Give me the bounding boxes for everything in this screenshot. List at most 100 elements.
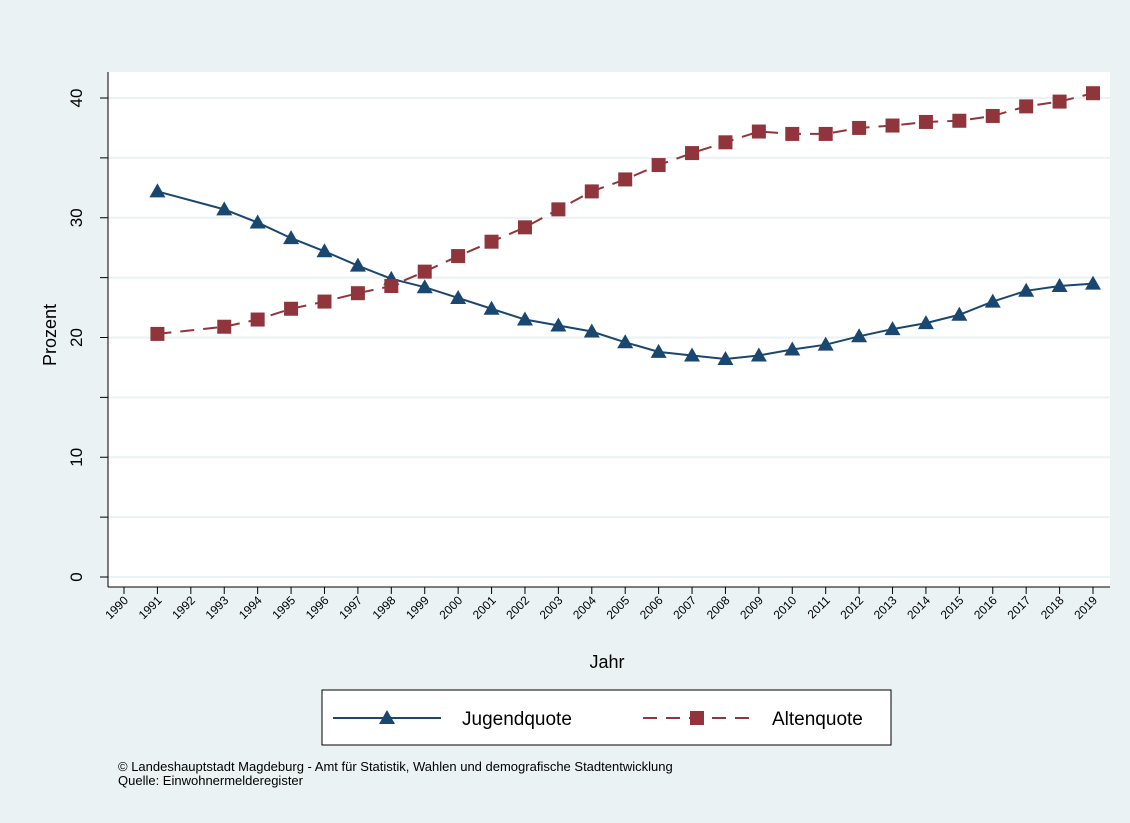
legend-marker-jugendquote [379, 710, 395, 724]
data-point-altenquote [250, 312, 265, 327]
data-point-jugendquote [717, 351, 734, 366]
x-tick-label: 2003 [537, 593, 566, 622]
x-tick-label: 1999 [403, 593, 432, 622]
x-tick-label: 1990 [102, 593, 131, 622]
x-tick-label: 2019 [1071, 593, 1100, 622]
data-point-jugendquote [483, 300, 500, 315]
data-point-jugendquote [149, 183, 166, 198]
y-tick-label: 20 [67, 328, 86, 347]
x-tick-label: 1994 [236, 593, 265, 622]
y-tick-label: 40 [67, 89, 86, 108]
x-tick-label: 2013 [871, 593, 900, 622]
data-point-altenquote [785, 126, 800, 141]
data-point-altenquote [852, 120, 867, 135]
data-point-altenquote [350, 286, 365, 301]
x-tick-label: 1998 [370, 593, 399, 622]
footer-copyright: © Landeshauptstadt Magdeburg - Amt für S… [118, 759, 673, 774]
legend-marker-altenquote [690, 711, 704, 725]
data-point-altenquote [150, 326, 165, 341]
x-tick-label: 2014 [904, 593, 933, 622]
data-point-jugendquote [1051, 278, 1068, 293]
x-tick-label: 2006 [637, 593, 666, 622]
x-axis-label: Jahr [589, 652, 624, 672]
data-point-altenquote [1019, 99, 1034, 114]
x-tick-label: 2011 [805, 593, 833, 621]
data-point-jugendquote [684, 347, 701, 362]
data-point-altenquote [284, 301, 299, 316]
data-point-jugendquote [951, 306, 968, 321]
data-point-altenquote [417, 264, 432, 279]
data-point-jugendquote [349, 257, 366, 272]
series-line-altenquote [157, 92, 1094, 335]
data-point-jugendquote [884, 321, 901, 336]
x-tick-label: 2004 [570, 593, 599, 622]
data-point-jugendquote [817, 336, 834, 351]
data-point-altenquote [885, 118, 900, 133]
data-point-jugendquote [283, 230, 300, 245]
x-ticks: 1990 1991 1992 1993 1994 1995 1996 1997 1998 1999… [102, 587, 1100, 622]
x-tick-label: 2002 [503, 593, 532, 622]
data-point-altenquote [517, 220, 532, 235]
data-point-jugendquote [316, 243, 333, 258]
data-point-jugendquote [917, 315, 934, 330]
data-point-jugendquote [416, 279, 433, 294]
legend-label-jugendquote: Jugendquote [462, 709, 572, 730]
data-point-jugendquote [216, 201, 233, 216]
data-point-jugendquote [617, 334, 634, 349]
x-tick-label: 2010 [771, 593, 800, 622]
data-point-altenquote [217, 319, 232, 334]
data-point-altenquote [718, 135, 733, 150]
y-tick-label: 10 [67, 448, 86, 467]
x-tick-label: 2015 [938, 593, 967, 622]
data-point-jugendquote [550, 317, 567, 332]
plot-area [108, 72, 1110, 587]
data-point-jugendquote [750, 347, 767, 362]
x-tick-label: 2016 [971, 593, 1000, 622]
data-point-jugendquote [1018, 282, 1035, 297]
footer-source: Quelle: Einwohnermelderegister [118, 773, 303, 788]
data-point-altenquote [651, 158, 666, 173]
data-point-altenquote [1052, 94, 1067, 109]
x-tick-label: 1995 [269, 593, 298, 622]
data-point-altenquote [985, 108, 1000, 123]
legend: Jugendquote Altenquote [321, 689, 892, 746]
x-tick-label: 2012 [837, 593, 866, 622]
x-tick-label: 1997 [336, 593, 365, 622]
data-point-altenquote [918, 114, 933, 129]
data-point-altenquote [618, 172, 633, 187]
data-point-altenquote [317, 294, 332, 309]
data-point-jugendquote [851, 328, 868, 343]
x-tick-label: 2000 [436, 593, 465, 622]
x-tick-label: 2018 [1038, 593, 1067, 622]
data-point-jugendquote [1085, 275, 1101, 290]
footer: © Landeshauptstadt Magdeburg - Amt für S… [118, 760, 673, 788]
data-point-altenquote [451, 249, 466, 264]
data-point-jugendquote [249, 214, 266, 229]
data-point-altenquote [818, 126, 833, 141]
data-point-jugendquote [583, 323, 600, 338]
x-tick-label: 2005 [604, 593, 633, 622]
x-tick-label: 2009 [737, 593, 766, 622]
x-tick-label: 2008 [704, 593, 733, 622]
x-tick-label: 2001 [470, 593, 499, 622]
x-tick-label: 2017 [1005, 593, 1034, 622]
data-point-jugendquote [450, 289, 467, 304]
y-tick-label: 0 [67, 572, 86, 581]
y-axis-label: Prozent [40, 304, 60, 366]
y-ticks: 0 10 20 30 40 [67, 89, 108, 582]
y-tick-label: 30 [67, 208, 86, 227]
data-point-altenquote [384, 279, 399, 294]
x-tick-label: 1996 [303, 593, 332, 622]
x-tick-label: 1992 [169, 593, 198, 622]
data-point-altenquote [484, 234, 499, 249]
data-point-altenquote [685, 146, 700, 161]
x-tick-label: 2007 [670, 593, 699, 622]
legend-label-altenquote: Altenquote [772, 709, 863, 730]
data-point-altenquote [584, 184, 599, 199]
data-point-jugendquote [516, 311, 533, 326]
x-tick-label: 1993 [203, 593, 232, 622]
data-point-jugendquote [984, 293, 1001, 308]
data-point-jugendquote [650, 343, 667, 358]
x-tick-label: 1991 [136, 593, 165, 622]
